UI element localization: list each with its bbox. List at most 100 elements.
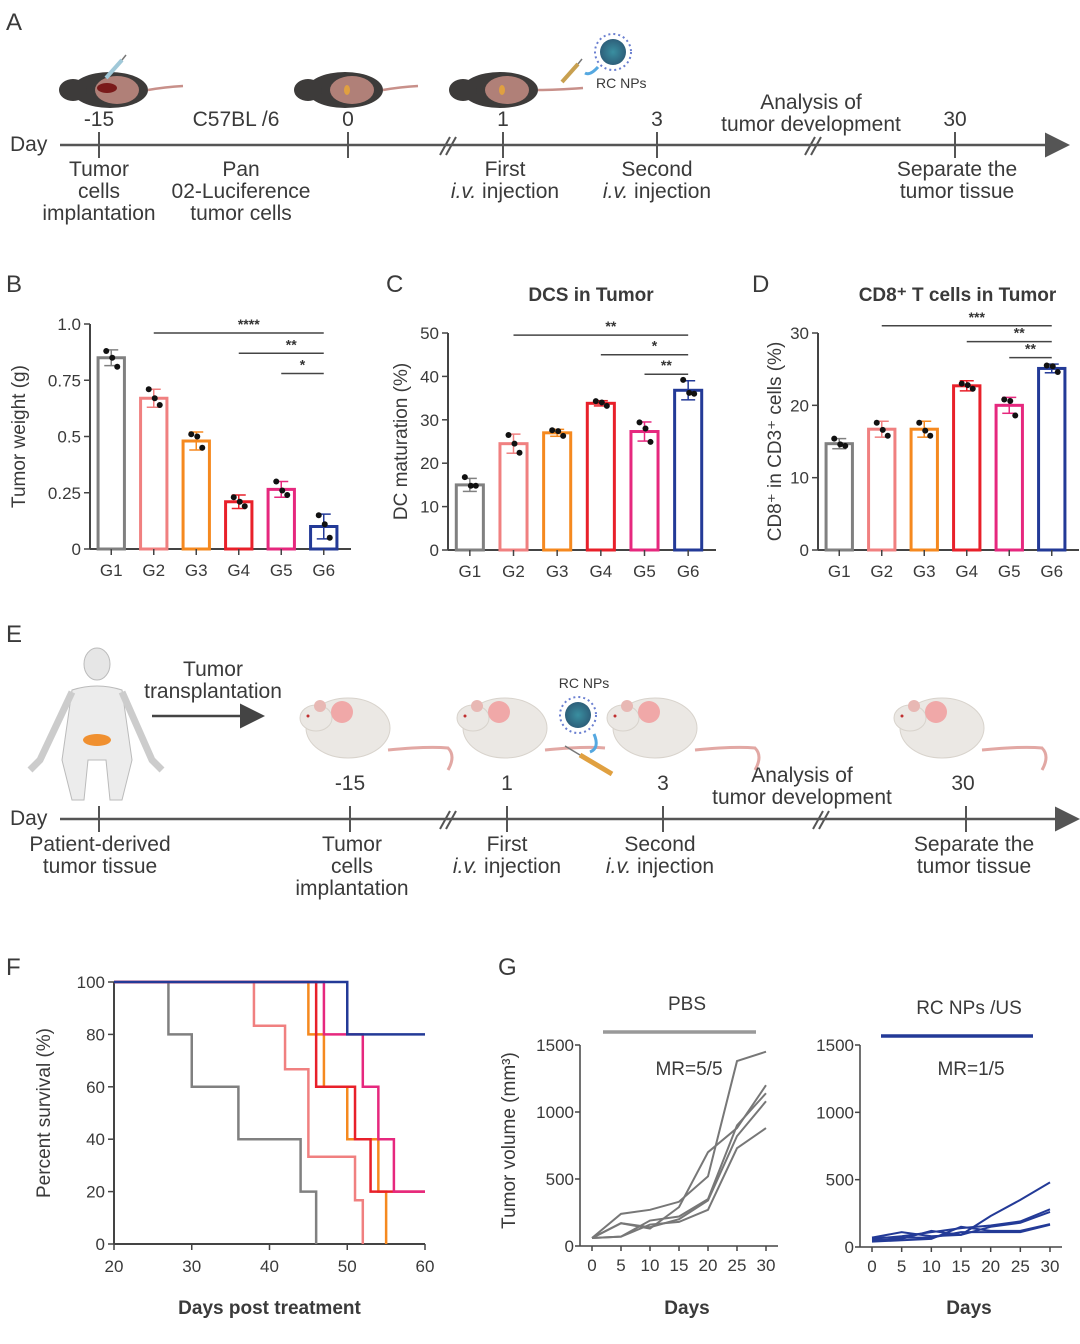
chart-title: DCS in Tumor: [528, 285, 654, 306]
significance-label: **: [286, 336, 297, 352]
y-tick-label: 30: [420, 411, 439, 430]
data-point: [691, 390, 698, 397]
chart-g-rcnps: 0 500 1000 1500 0 5 10 15 20 25 30 RC NPs /US MR=1/5…: [816, 998, 1062, 1319]
significance-label: **: [661, 357, 672, 373]
event-caption: i.v. injection: [603, 180, 711, 203]
data-point: [315, 512, 322, 519]
data-point: [642, 425, 649, 432]
data-point: [194, 433, 201, 440]
y-tick-label: 20: [86, 1183, 105, 1202]
bar-g5: [994, 403, 1024, 552]
event-caption: cells: [331, 855, 373, 878]
y-tick-label: 1500: [536, 1036, 574, 1055]
data-point: [555, 428, 562, 435]
significance-label: ***: [969, 309, 986, 325]
event-caption: Tumor: [69, 158, 129, 181]
transplant-label: transplantation: [144, 680, 282, 703]
growth-line-mouse-2: [871, 1208, 1051, 1240]
bar-g4: [952, 384, 982, 552]
y-axis-label: Percent survival (%): [34, 1028, 55, 1198]
growth-line-mouse-5: [872, 1223, 1051, 1239]
chart-b: 00.250.50.751.0G1 G2 G3 G4 G5 G6*******Tumor …: [9, 315, 351, 580]
syringe-icon: [560, 58, 583, 84]
data-point: [241, 503, 248, 510]
x-tick-label: G1: [828, 562, 851, 581]
y-tick-label: 0: [96, 1235, 105, 1254]
panel-letter-b: B: [6, 271, 22, 298]
data-point: [151, 395, 158, 402]
data-point: [873, 419, 880, 426]
y-tick-label: 40: [86, 1130, 105, 1149]
event-caption: Separate the: [914, 833, 1034, 856]
event-caption: tumor tissue: [900, 180, 1014, 203]
data-point: [326, 534, 333, 541]
event-caption: implantation: [42, 202, 155, 225]
x-tick-label: G4: [227, 561, 250, 580]
nanoparticle-icon: [559, 696, 597, 734]
syringe-icon: [564, 745, 614, 777]
y-tick-label: 100: [77, 973, 105, 992]
bar-g2: [867, 427, 897, 552]
y-tick-label: 20: [790, 396, 809, 415]
x-axis-label: Days: [946, 1298, 991, 1319]
cells-label: 02-Luciference: [172, 180, 311, 203]
y-tick-label: 80: [86, 1025, 105, 1044]
panel-e: E Tumor transplantation: [6, 621, 1080, 900]
x-tick-label: 10: [641, 1256, 660, 1275]
data-point: [516, 449, 523, 456]
day-value: -15: [84, 108, 114, 131]
x-tick-label: 20: [105, 1257, 124, 1276]
data-point: [236, 498, 243, 505]
mouse-icon: [299, 697, 454, 771]
bar-g2: [498, 442, 529, 552]
nps-label: RC NPs: [559, 675, 610, 691]
x-tick-label: G5: [633, 562, 656, 581]
data-point: [549, 427, 556, 434]
bar-g3: [909, 427, 939, 552]
y-tick-label: 40: [420, 367, 439, 386]
data-point: [279, 487, 286, 494]
data-point: [598, 399, 605, 406]
axis-break: [439, 136, 457, 156]
data-point: [321, 521, 328, 528]
data-point: [879, 426, 886, 433]
data-point: [1012, 412, 1019, 419]
bar-g6: [1037, 366, 1067, 552]
event-caption: implantation: [295, 877, 408, 900]
mouse-icon: [59, 72, 184, 108]
data-point: [1001, 396, 1008, 403]
panel-letter-a: A: [6, 9, 22, 36]
y-tick-label: 0.25: [48, 484, 81, 503]
x-tick-label: 5: [897, 1257, 906, 1276]
data-point: [927, 432, 934, 439]
growth-line-mouse-3: [871, 1211, 1051, 1242]
data-point: [1043, 362, 1050, 369]
y-tick-label: 0: [845, 1238, 854, 1257]
y-tick-label: 0: [430, 541, 439, 560]
data-point: [461, 474, 468, 481]
bar-g1: [824, 442, 854, 552]
significance-label: **: [1025, 341, 1036, 357]
data-point: [284, 492, 291, 498]
data-point: [831, 435, 838, 442]
x-tick-label: G3: [185, 561, 208, 580]
day-value: 1: [501, 772, 513, 795]
x-tick-label: G3: [913, 562, 936, 581]
y-tick-label: 500: [826, 1171, 854, 1190]
data-point: [916, 419, 923, 426]
data-point: [472, 482, 479, 489]
transplant-label: Tumor: [183, 658, 243, 681]
mouse-icon: [606, 697, 761, 771]
event-caption: i.v. injection: [451, 180, 559, 203]
data-point: [103, 348, 110, 354]
x-tick-label: G5: [270, 561, 293, 580]
x-tick-label: 5: [616, 1256, 625, 1275]
day-value: 3: [657, 772, 669, 795]
cells-label: Pan: [222, 158, 259, 181]
syringe-icon: [104, 54, 127, 80]
x-tick-label: G6: [312, 561, 335, 580]
event-caption: Second: [624, 833, 695, 856]
nanoparticle-icon: [594, 33, 632, 71]
bar-g1: [96, 356, 126, 551]
